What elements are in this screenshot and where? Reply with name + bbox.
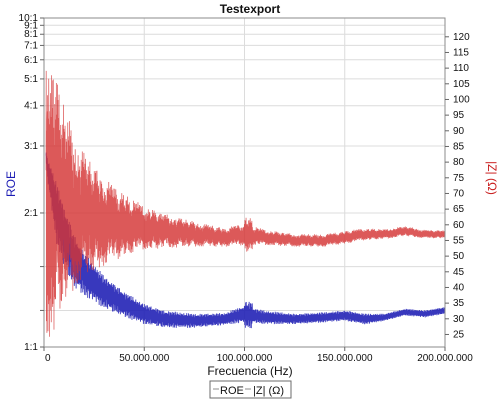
x-tick-label: 200.000.000	[417, 353, 473, 364]
right-tick-label: 50	[453, 251, 465, 262]
right-tick-label: 55	[453, 235, 465, 246]
x-tick-label: 50.000.000	[119, 353, 169, 364]
right-tick-label: 75	[453, 173, 465, 184]
right-tick-label: 85	[453, 141, 465, 152]
left-tick-label: 10:1	[19, 13, 39, 24]
left-tick-label: 8:1	[24, 29, 38, 40]
right-tick-label: 65	[453, 204, 465, 215]
left-tick-label: 9:1	[24, 20, 38, 31]
right-tick-label: 120	[453, 32, 470, 43]
right-tick-label: 80	[453, 157, 465, 168]
right-tick-label: 110	[453, 63, 469, 74]
left-tick-label: 5:1	[24, 74, 38, 85]
right-tick-label: 70	[453, 188, 465, 199]
left-tick-label: 3:1	[24, 141, 38, 152]
right-tick-label: 30	[453, 314, 465, 325]
right-tick-label: 35	[453, 298, 465, 309]
legend-impedance-label: |Z| (Ω)	[253, 385, 284, 397]
left-axis-title: ROE	[4, 171, 18, 197]
right-tick-label: 115	[453, 47, 469, 58]
right-tick-label: 95	[453, 110, 465, 121]
left-y-axis: 1:1 2:1 3:1 4:1 5:1 6:1 7:18:19:110:1	[19, 13, 44, 353]
right-axis-title: |Z| (Ω)	[485, 161, 499, 195]
right-tick-label: 45	[453, 267, 465, 278]
x-axis-title: Frecuencia (Hz)	[207, 364, 292, 378]
right-tick-label: 100	[453, 94, 470, 105]
impedance-series-line	[45, 70, 446, 337]
right-tick-label: 25	[453, 329, 465, 340]
x-tick-label: 100.000.000	[217, 353, 273, 364]
right-tick-label: 40	[453, 282, 465, 293]
right-tick-label: 60	[453, 220, 465, 231]
roe-series-line	[45, 152, 446, 329]
left-tick-label: 1:1	[24, 342, 38, 353]
x-tick-label: 0	[45, 353, 51, 364]
left-tick-label: 4:1	[24, 101, 38, 112]
x-tick-label: 150.000.000	[317, 353, 373, 364]
left-tick-label: 7:1	[24, 40, 38, 51]
right-tick-label: 90	[453, 126, 465, 137]
left-tick-label: 6:1	[24, 55, 38, 66]
chart-title: Testexport	[220, 2, 280, 16]
left-tick-label: 2:1	[24, 208, 38, 219]
right-tick-label: 105	[453, 79, 470, 90]
legend-roe-label: ROE	[220, 385, 244, 397]
x-axis: 0 50.000.000 100.000.000 150.000.000 200.000…	[43, 347, 473, 364]
right-y-axis: 25 30 35 40 45 50 55 60 65 70 75 80 85 90 95 100 105 110 1…	[445, 32, 470, 340]
chart-legend: ROE |Z| (Ω)	[209, 380, 292, 399]
plot-series	[45, 70, 446, 337]
